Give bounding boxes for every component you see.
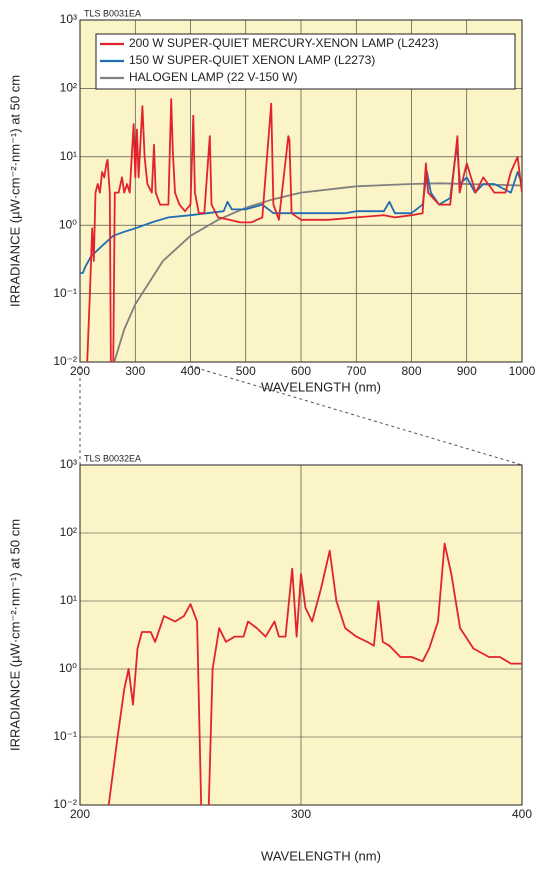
zoom-guide	[189, 365, 523, 466]
x-axis-label: WAVELENGTH (nm)	[261, 379, 381, 394]
x-tick-label: 500	[236, 364, 256, 378]
x-tick-label: 200	[70, 364, 90, 378]
x-tick-label: 400	[512, 807, 532, 821]
x-tick-label: 300	[291, 807, 311, 821]
series-line	[113, 182, 522, 362]
y-tick-label: 10⁻²	[53, 797, 77, 811]
y-tick-label: 10⁰	[59, 661, 77, 675]
x-tick-label: 700	[346, 364, 366, 378]
y-tick-label: 10²	[60, 81, 77, 95]
series-line	[107, 542, 522, 805]
annotation: TLS B0032EA	[84, 453, 141, 463]
x-tick-label: 900	[457, 364, 477, 378]
legend-label: 200 W SUPER-QUIET MERCURY-XENON LAMP (L2…	[129, 36, 439, 50]
y-tick-label: 10⁰	[59, 217, 77, 231]
x-tick-label: 1000	[509, 364, 536, 378]
legend-label: 150 W SUPER-QUIET XENON LAMP (L2273)	[129, 53, 375, 67]
legend-label: HALOGEN LAMP (22 V-150 W)	[129, 70, 298, 84]
x-axis-label: WAVELENGTH (nm)	[261, 848, 381, 863]
x-tick-label: 800	[401, 364, 421, 378]
plot-frame	[79, 464, 523, 806]
y-tick-label: 10⁻²	[53, 354, 77, 368]
y-axis-label: IRRADIANCE (µW·cm⁻²·nm⁻¹) at 50 cm	[7, 519, 22, 751]
x-tick-label: 400	[180, 364, 200, 378]
y-axis-label: IRRADIANCE (µW·cm⁻²·nm⁻¹) at 50 cm	[7, 75, 22, 307]
x-tick-label: 200	[70, 807, 90, 821]
y-tick-label: 10¹	[60, 593, 77, 607]
legend-box	[95, 33, 516, 90]
x-tick-label: 300	[125, 364, 145, 378]
y-tick-label: 10³	[60, 12, 77, 26]
y-tick-label: 10⁻¹	[53, 729, 77, 743]
series-line	[86, 98, 522, 362]
y-tick-label: 10¹	[60, 149, 77, 163]
y-tick-label: 10³	[60, 457, 77, 471]
y-tick-label: 10²	[60, 525, 77, 539]
x-tick-label: 600	[291, 364, 311, 378]
annotation: TLS B0031EA	[84, 8, 141, 18]
y-tick-label: 10⁻¹	[53, 286, 77, 300]
